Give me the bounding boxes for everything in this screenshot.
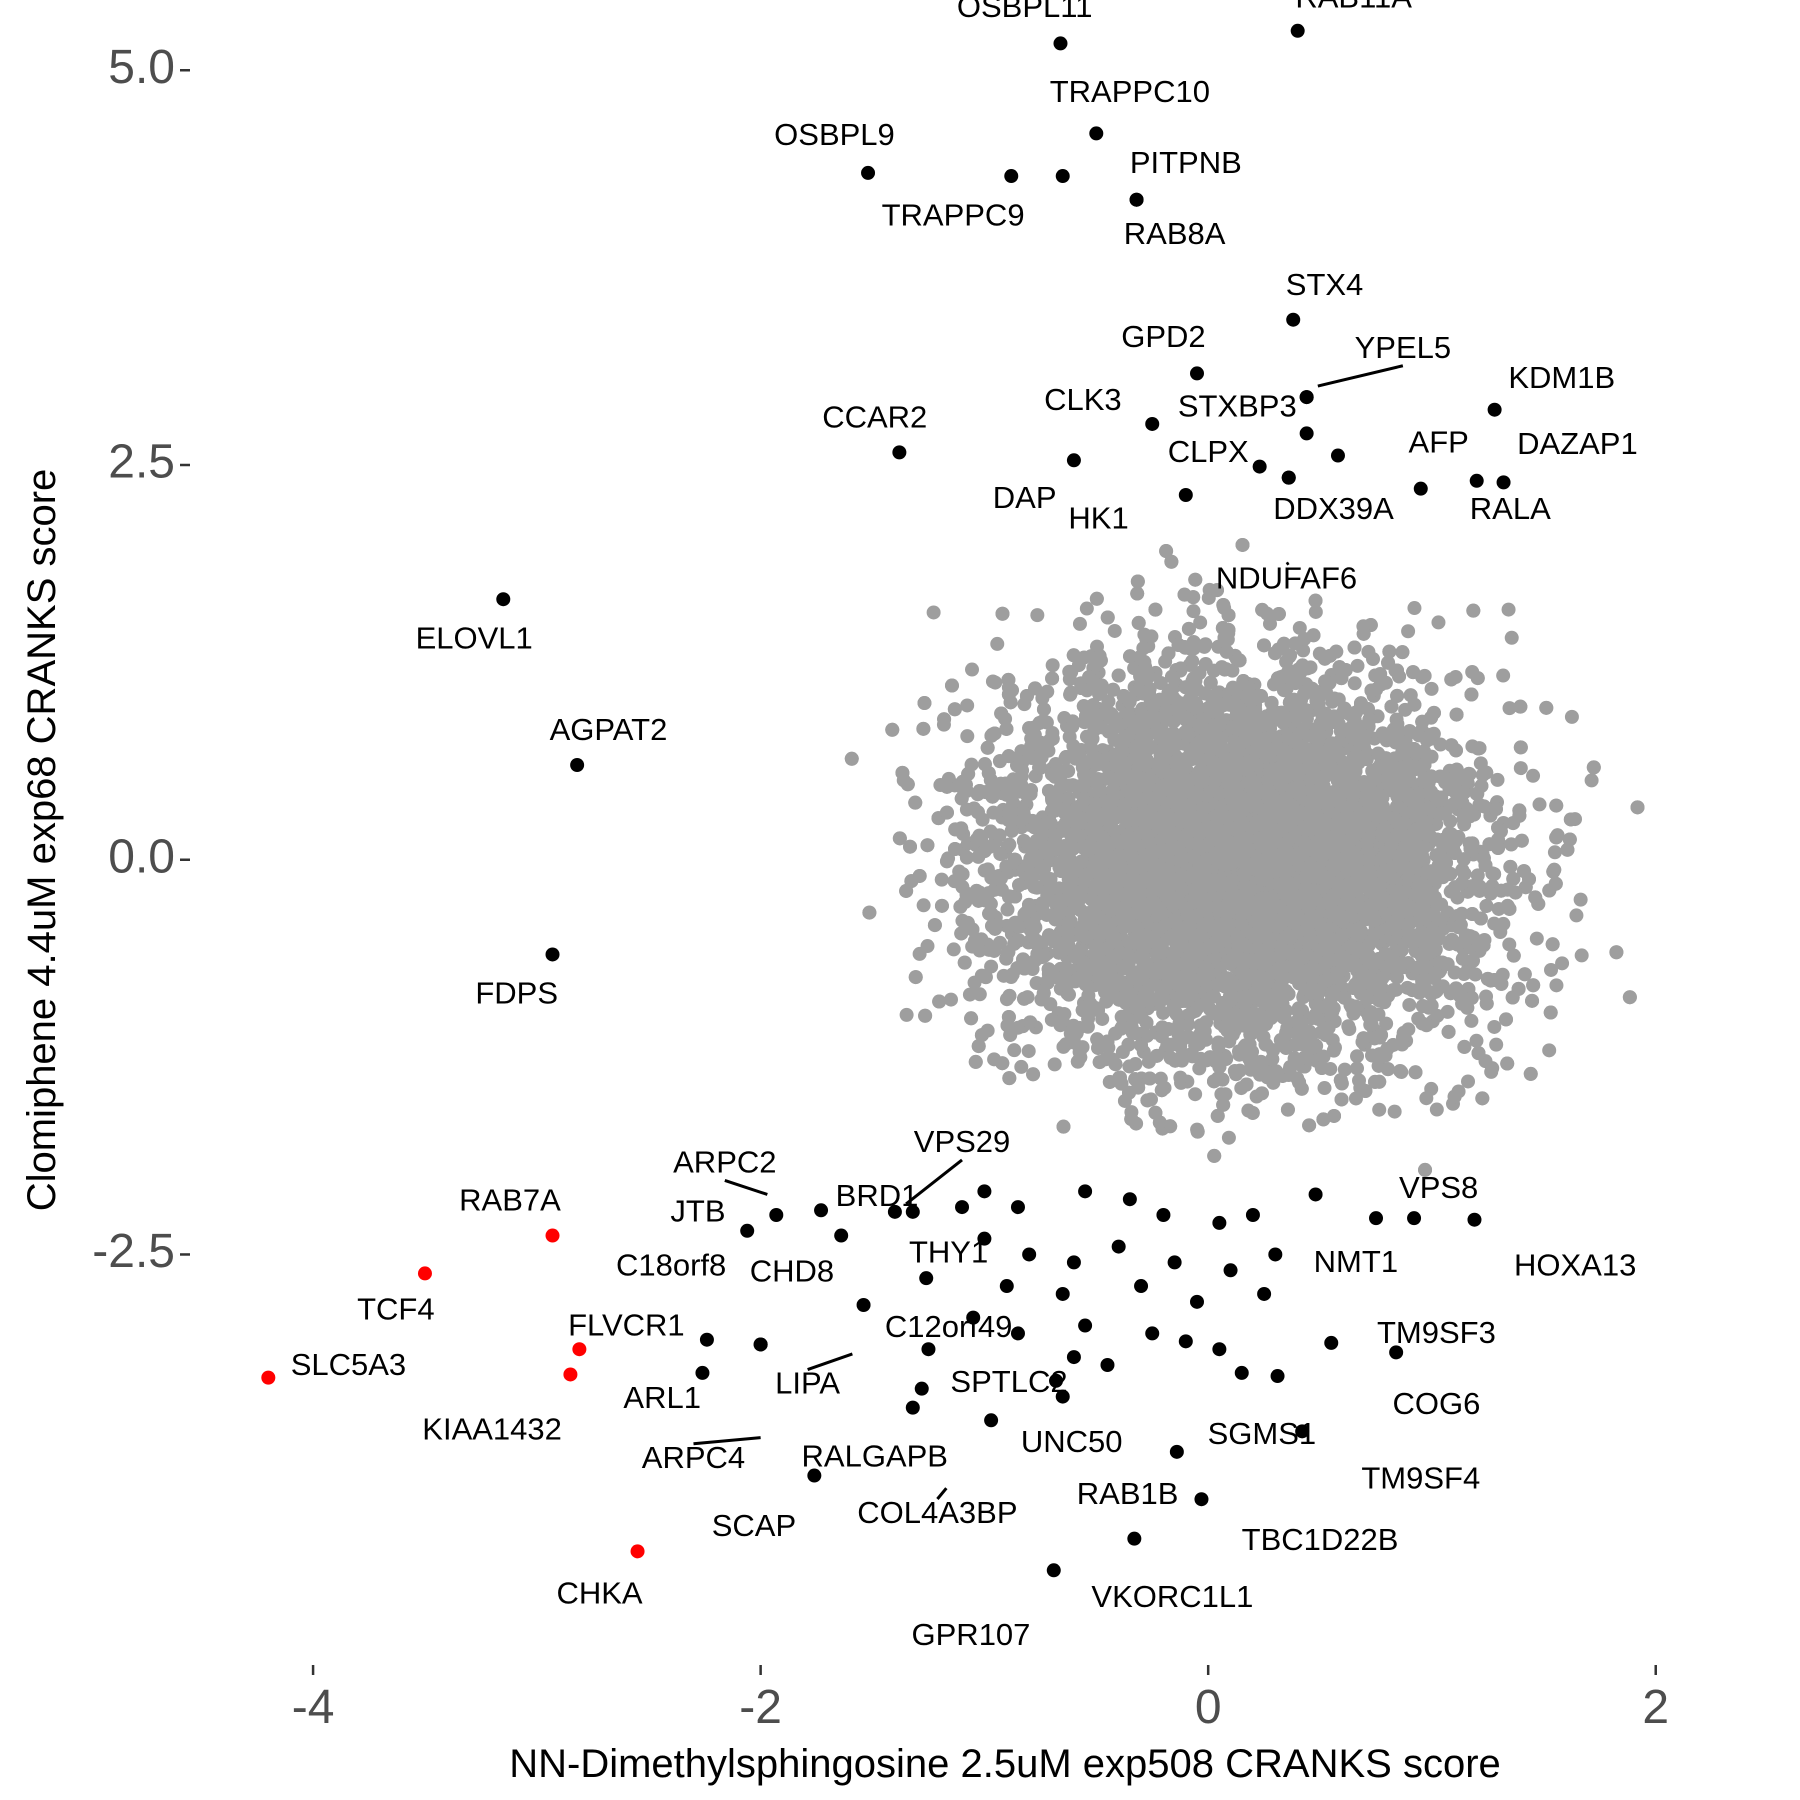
background-point	[1469, 1033, 1484, 1048]
background-point	[1029, 976, 1044, 991]
background-point	[946, 942, 961, 957]
background-point	[1262, 616, 1277, 631]
background-point	[1429, 1102, 1444, 1117]
background-points	[844, 537, 1645, 1177]
background-point	[1007, 1043, 1022, 1058]
background-point	[1487, 1019, 1502, 1034]
background-point	[965, 662, 980, 677]
background-point	[972, 987, 987, 1002]
background-point	[1424, 681, 1439, 696]
background-point	[1372, 1102, 1387, 1117]
background-point	[1317, 1081, 1332, 1096]
background-point	[1402, 997, 1417, 1012]
background-point	[1502, 701, 1517, 716]
background-point	[1221, 1130, 1236, 1145]
background-point	[962, 987, 977, 1002]
background-point	[1156, 1005, 1171, 1020]
background-point	[1542, 1043, 1557, 1058]
background-point	[1047, 1057, 1062, 1072]
background-point	[1379, 1016, 1394, 1031]
background-point	[1193, 615, 1208, 630]
background-point	[1574, 948, 1589, 963]
background-point	[1407, 601, 1422, 616]
background-point	[1501, 602, 1516, 617]
background-point	[1532, 797, 1547, 812]
background-point	[1107, 623, 1122, 638]
background-point	[1564, 709, 1579, 724]
background-point	[1045, 658, 1060, 673]
background-point	[1484, 1064, 1499, 1079]
background-point	[1308, 604, 1323, 619]
background-point	[1504, 630, 1519, 645]
background-point	[984, 959, 999, 974]
background-point	[1584, 773, 1599, 788]
background-point	[1502, 937, 1517, 952]
background-point	[1014, 1059, 1029, 1074]
background-point	[1347, 676, 1362, 691]
background-point	[1526, 768, 1541, 783]
background-point	[1325, 1033, 1340, 1048]
background-point	[988, 675, 1003, 690]
background-point	[899, 1007, 914, 1022]
background-point	[1513, 761, 1528, 776]
background-point	[1431, 615, 1446, 630]
background-point	[1153, 676, 1168, 691]
background-point	[1490, 772, 1505, 787]
background-point	[967, 975, 982, 990]
background-point	[1544, 962, 1559, 977]
background-point	[1529, 931, 1544, 946]
background-point	[916, 898, 931, 913]
background-point	[1188, 1087, 1203, 1102]
background-point	[1549, 978, 1564, 993]
background-point	[1186, 604, 1201, 619]
background-point	[1496, 916, 1511, 931]
background-point	[1366, 651, 1381, 666]
background-point	[1363, 1017, 1378, 1032]
background-point	[1461, 1074, 1476, 1089]
background-point	[1030, 608, 1045, 623]
background-point	[1350, 1049, 1365, 1064]
background-point	[1079, 601, 1094, 616]
background-point	[1348, 1091, 1363, 1106]
background-point	[920, 939, 935, 954]
background-point	[1573, 892, 1588, 907]
